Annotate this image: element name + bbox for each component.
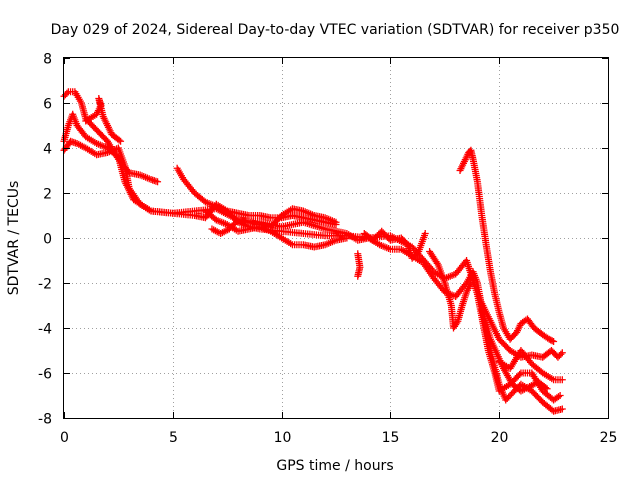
data-point xyxy=(557,350,565,358)
data-point xyxy=(558,405,566,413)
data-point xyxy=(543,385,551,393)
data-point xyxy=(558,349,566,357)
y-tick-label: 2 xyxy=(43,187,52,203)
data-point xyxy=(558,376,566,384)
x-tick-label: 15 xyxy=(382,430,400,446)
y-tick-label: -8 xyxy=(38,412,52,428)
chart-title: Day 029 of 2024, Sidereal Day-to-day VTE… xyxy=(51,22,620,38)
x-axis-label: GPS time / hours xyxy=(276,458,393,474)
data-point xyxy=(117,137,125,145)
data-point xyxy=(154,178,162,186)
data-series xyxy=(354,250,364,280)
y-tick-label: -6 xyxy=(38,367,52,383)
data-series xyxy=(426,248,475,332)
data-point xyxy=(548,337,556,345)
plot-frame xyxy=(63,57,609,419)
axes: 0 5 10 15 20 25 -8 -6 -4 -2 0 2 4 6 8 xyxy=(38,52,617,447)
y-tick-label: 0 xyxy=(43,232,52,248)
data-point xyxy=(550,338,558,345)
x-tick-label: 0 xyxy=(60,430,69,446)
x-tick-label: 20 xyxy=(491,430,509,446)
y-tick-label: 6 xyxy=(43,97,52,113)
data-series xyxy=(478,306,551,395)
data-point xyxy=(233,218,241,225)
x-tick-label: 10 xyxy=(274,430,292,446)
data-point xyxy=(385,235,393,243)
data-series xyxy=(208,205,340,237)
data-point xyxy=(332,218,340,226)
y-axis-label: SDTVAR / TECUs xyxy=(6,181,22,296)
data-point xyxy=(354,272,362,280)
data-point xyxy=(556,392,564,399)
data-point xyxy=(115,136,123,144)
x-tick-label: 5 xyxy=(169,430,178,446)
y-tick-label: -4 xyxy=(38,322,52,338)
data-series xyxy=(173,164,340,228)
data-point xyxy=(63,89,71,97)
data-series xyxy=(82,95,125,145)
data-series xyxy=(60,88,162,186)
data-series xyxy=(456,146,558,345)
y-tick-label: 8 xyxy=(43,52,52,68)
y-tick-label: -2 xyxy=(38,277,52,293)
data-point xyxy=(542,384,550,392)
x-tick-label: 25 xyxy=(600,430,618,446)
y-tick-label: 4 xyxy=(43,142,52,158)
data-layer xyxy=(60,88,566,415)
data-point xyxy=(554,393,562,401)
data-point xyxy=(421,230,429,237)
data-point xyxy=(516,370,524,378)
data-point xyxy=(343,234,351,242)
data-point xyxy=(467,279,475,287)
data-series xyxy=(360,227,429,262)
